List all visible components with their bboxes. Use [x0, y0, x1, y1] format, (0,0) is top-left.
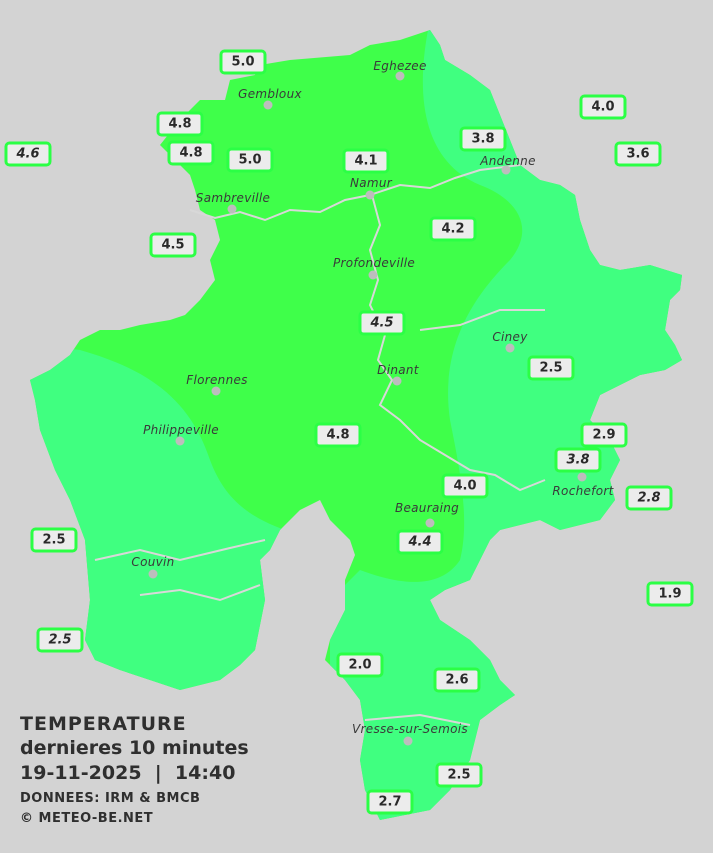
- station-temperature-label: 2.7: [366, 789, 414, 815]
- town-marker: [368, 270, 378, 280]
- town-label: Profondeville: [332, 256, 416, 270]
- town-label: Beauraing: [394, 501, 460, 515]
- town-marker: [501, 165, 511, 175]
- town-label: Florennes: [186, 373, 248, 387]
- town-marker: [425, 518, 435, 528]
- legend-copyright: © METEO-BE.NET: [20, 811, 154, 826]
- town-label: Eghezee: [373, 59, 427, 73]
- station-temperature-label: 3.8: [554, 447, 602, 473]
- town-label: Ciney: [492, 330, 528, 344]
- rivers: [94, 164, 546, 726]
- station-temperature-label: 4.0: [579, 94, 627, 120]
- town-marker: [263, 100, 273, 110]
- station-temperature-label: 2.5: [435, 762, 483, 788]
- town-marker: [175, 436, 185, 446]
- legend-datetime: 19-11-2025 | 14:40: [20, 762, 236, 784]
- town-marker: [505, 343, 515, 353]
- station-temperature-label: 4.8: [314, 422, 362, 448]
- station-temperature-label: 2.5: [30, 527, 78, 553]
- station-temperature-label: 2.0: [336, 652, 384, 678]
- station-temperature-label: 3.6: [614, 141, 662, 167]
- station-temperature-label: 1.9: [646, 581, 694, 607]
- station-temperature-label: 2.6: [433, 667, 481, 693]
- station-temperature-label: 4.5: [149, 232, 197, 258]
- legend-title: TEMPERATURE: [20, 713, 187, 735]
- station-temperature-label: 2.8: [625, 485, 673, 511]
- legend-subtitle: dernieres 10 minutes: [20, 737, 249, 759]
- town-marker: [395, 71, 405, 81]
- town-label: Rochefort: [552, 484, 614, 498]
- town-marker: [148, 569, 158, 579]
- station-temperature-label: 5.0: [219, 49, 267, 75]
- town-label: Andenne: [480, 154, 536, 168]
- town-marker: [403, 736, 413, 746]
- station-temperature-label: 3.8: [459, 126, 507, 152]
- station-temperature-label: 4.6: [4, 141, 52, 167]
- station-temperature-label: 4.5: [358, 310, 406, 336]
- station-temperature-label: 4.0: [441, 473, 489, 499]
- station-temperature-label: 2.5: [36, 627, 84, 653]
- station-temperature-label: 4.4: [396, 529, 444, 555]
- station-temperature-label: 4.8: [167, 140, 215, 166]
- town-label: Vresse-sur-Semois: [352, 722, 468, 736]
- town-label: Philippeville: [143, 423, 219, 437]
- station-temperature-label: 2.9: [580, 422, 628, 448]
- town-label: Namur: [349, 176, 393, 190]
- town-marker: [211, 386, 221, 396]
- town-label: Sambreville: [195, 191, 271, 205]
- station-temperature-label: 4.2: [429, 216, 477, 242]
- town-marker: [392, 376, 402, 386]
- town-marker: [227, 204, 237, 214]
- town-label: Gembloux: [238, 87, 302, 101]
- station-temperature-label: 4.1: [342, 148, 390, 174]
- station-temperature-label: 5.0: [226, 147, 274, 173]
- town-label: Couvin: [131, 555, 175, 569]
- station-temperature-label: 2.5: [527, 355, 575, 381]
- legend-source: DONNEES: IRM & BMCB: [20, 791, 201, 806]
- town-marker: [577, 472, 587, 482]
- town-marker: [365, 190, 375, 200]
- legend: TEMPERATURE dernieres 10 minutes 19-11-2…: [20, 712, 249, 829]
- town-label: Dinant: [377, 363, 419, 377]
- station-temperature-label: 4.8: [156, 111, 204, 137]
